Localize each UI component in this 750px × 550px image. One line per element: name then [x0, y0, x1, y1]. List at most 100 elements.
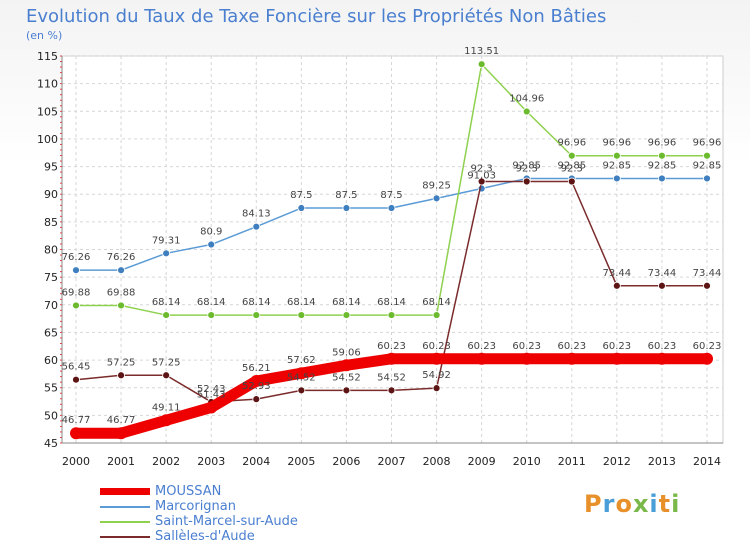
data-point — [387, 386, 396, 395]
x-tick-label: 2009 — [468, 455, 496, 468]
data-point — [567, 177, 576, 186]
data-point — [340, 359, 353, 372]
legend-label: MOUSSAN — [155, 484, 222, 499]
y-tick-label: 55 — [44, 382, 58, 395]
logo-letter: o — [615, 490, 633, 518]
data-point — [477, 177, 486, 186]
y-tick-label: 65 — [44, 326, 58, 339]
data-label: 56.45 — [62, 362, 91, 373]
logo-letter: x — [632, 490, 650, 518]
logo-letter: i — [649, 490, 659, 518]
x-tick-label: 2011 — [558, 455, 586, 468]
data-label: 68.14 — [197, 297, 226, 308]
data-label: 96.96 — [693, 138, 722, 149]
data-point — [162, 249, 171, 258]
data-label: 87.5 — [290, 190, 312, 201]
data-point — [701, 352, 713, 365]
data-point — [658, 174, 666, 183]
line-chart: 45 50 55 60 65 70 75 80 85 90 95 100 105 110 115 2000 20… — [37, 46, 724, 468]
data-point — [387, 204, 396, 212]
data-label: 60.23 — [512, 341, 541, 352]
data-point — [295, 367, 308, 380]
data-label: 84.13 — [242, 209, 271, 220]
data-label: 79.31 — [152, 235, 181, 246]
data-point — [117, 266, 125, 275]
data-label: 56.21 — [242, 363, 271, 374]
data-label: 57.62 — [287, 355, 316, 366]
x-tick-label: 2000 — [62, 455, 90, 468]
data-label: 46.77 — [107, 415, 136, 426]
data-point — [297, 311, 306, 319]
data-point — [703, 281, 711, 290]
data-point — [658, 281, 666, 290]
data-point — [612, 151, 621, 160]
data-point — [703, 151, 711, 160]
data-label: 51.43 — [197, 389, 226, 400]
y-tick-label: 105 — [37, 105, 58, 118]
data-point — [72, 266, 80, 275]
data-point — [72, 301, 80, 310]
data-point — [522, 177, 531, 186]
data-label: 96.96 — [603, 138, 632, 149]
data-label: 73.44 — [648, 268, 677, 279]
data-point — [475, 352, 488, 365]
data-point — [612, 281, 621, 290]
data-point — [252, 395, 261, 404]
data-label: 92.3 — [471, 163, 493, 174]
data-point — [342, 386, 351, 395]
data-point — [387, 311, 396, 319]
data-label: 54.52 — [377, 372, 406, 383]
data-point — [430, 352, 443, 365]
data-point — [612, 174, 621, 183]
data-label: 73.44 — [603, 268, 632, 279]
data-point — [520, 352, 533, 365]
data-label: 68.14 — [422, 297, 451, 308]
data-point — [477, 60, 486, 69]
chart-subtitle: (en %) — [26, 29, 63, 42]
data-label: 92.85 — [693, 160, 722, 171]
x-tick-label: 2010 — [513, 455, 541, 468]
data-point — [70, 427, 82, 440]
x-tick-label: 2004 — [242, 455, 270, 468]
legend-swatch — [100, 521, 150, 523]
data-point — [252, 311, 261, 319]
data-label: 60.23 — [467, 341, 496, 352]
data-label: 54.52 — [287, 372, 316, 383]
data-point — [297, 386, 306, 395]
data-label: 57.25 — [107, 357, 136, 368]
data-label: 92.85 — [512, 160, 541, 171]
data-point — [610, 352, 623, 365]
data-label: 60.23 — [377, 341, 406, 352]
x-tick-label: 2006 — [332, 455, 360, 468]
y-tick-label: 90 — [44, 188, 58, 201]
data-point — [703, 174, 711, 183]
logo-letter: r — [602, 490, 616, 518]
chart-title: Evolution du Taux de Taxe Foncière sur l… — [26, 6, 607, 27]
y-tick-label: 95 — [44, 161, 58, 174]
data-label: 104.96 — [509, 94, 544, 105]
x-tick-label: 2001 — [107, 455, 135, 468]
x-tick-label: 2008 — [423, 455, 451, 468]
y-tick-label: 100 — [37, 133, 58, 146]
data-label: 96.96 — [557, 138, 586, 149]
data-label: 92.3 — [516, 163, 538, 174]
data-label: 69.88 — [107, 287, 136, 298]
data-label: 60.23 — [422, 341, 451, 352]
data-label: 60.23 — [557, 341, 586, 352]
y-tick-label: 50 — [44, 409, 58, 422]
data-label: 76.26 — [62, 252, 91, 263]
data-label: 76.26 — [107, 252, 136, 263]
legend-swatch — [100, 536, 150, 538]
data-point — [522, 107, 531, 116]
data-label: 52.93 — [242, 381, 271, 392]
legend-swatch — [100, 488, 150, 495]
data-point — [207, 311, 216, 319]
data-point — [115, 427, 128, 440]
data-label: 68.14 — [287, 297, 316, 308]
data-point — [160, 414, 173, 427]
x-tick-label: 2005 — [287, 455, 315, 468]
data-label: 87.5 — [335, 190, 357, 201]
data-point — [72, 375, 80, 384]
data-label: 68.14 — [377, 297, 406, 308]
